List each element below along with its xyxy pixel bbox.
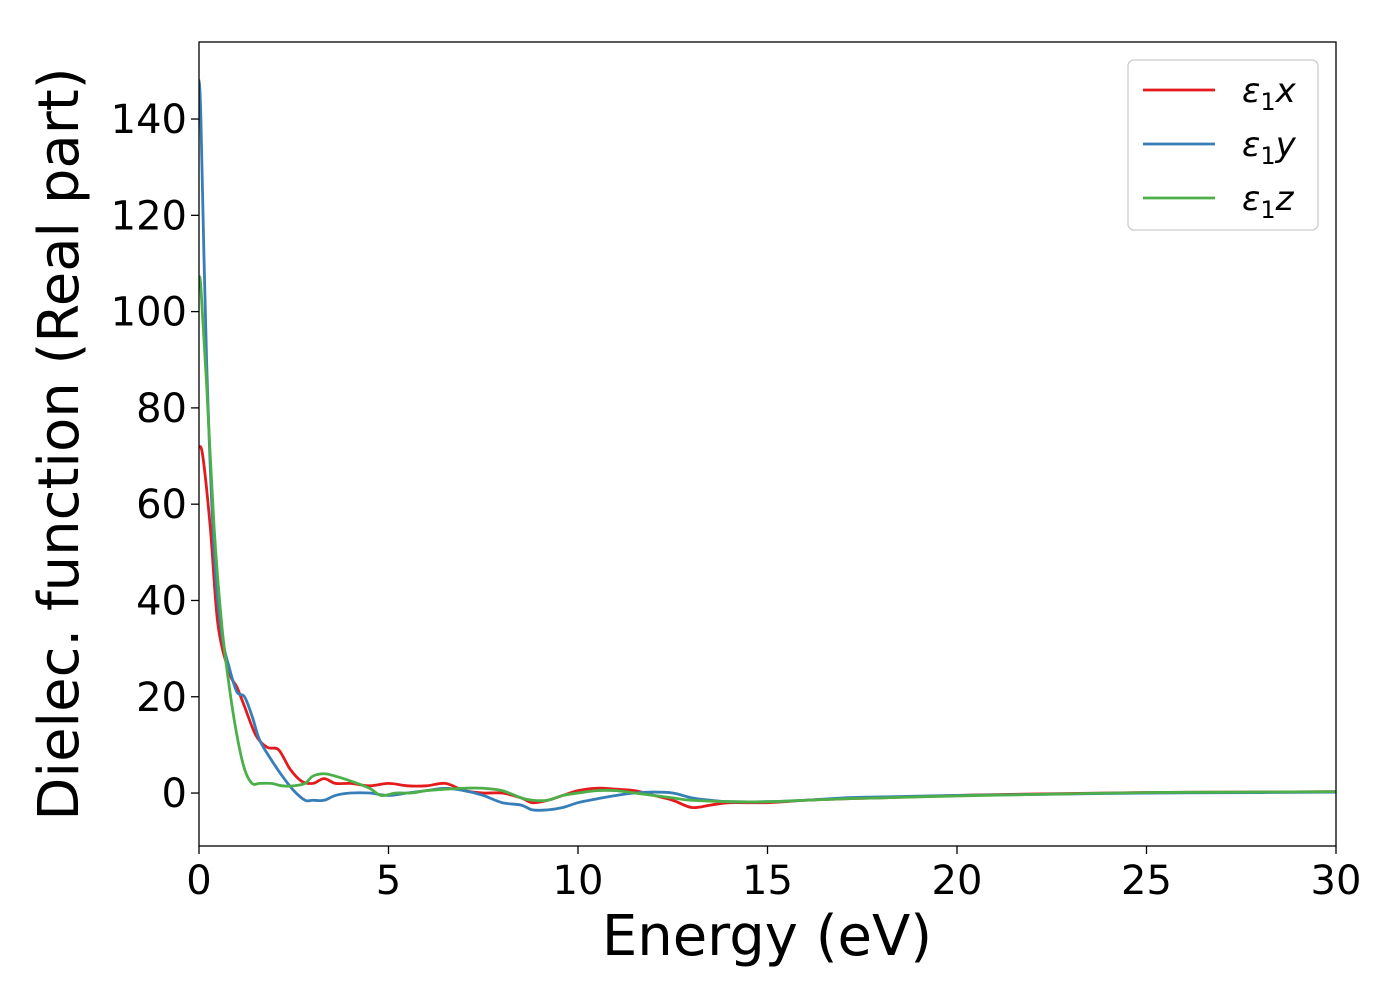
y-tick-label: 100 [111, 290, 187, 336]
y-tick-label: 0 [162, 771, 187, 817]
x-tick-label: 25 [1121, 858, 1172, 904]
x-tick-label: 5 [376, 858, 401, 904]
legend: ε1x ε1y ε1z [1127, 59, 1319, 231]
legend-label-z: ε1z [1242, 179, 1295, 224]
legend-frame [1127, 59, 1319, 231]
x-tick-label: 20 [932, 858, 983, 904]
x-axis: 0 5 10 15 20 25 30 [186, 846, 1361, 904]
series-layer [199, 79, 1336, 812]
x-axis-label: Energy (eV) [602, 904, 932, 969]
x-tick-label: 30 [1311, 858, 1362, 904]
legend-label-y: ε1y [1242, 125, 1297, 170]
x-tick-label: 15 [742, 858, 793, 904]
series-line-z [199, 275, 1336, 804]
x-tick-label: 10 [553, 858, 604, 904]
y-tick-label: 60 [136, 482, 187, 528]
y-tick-label: 140 [111, 97, 187, 143]
y-axis-label: Dielec. function (Real part) [27, 67, 92, 820]
legend-label-x: ε1x [1242, 71, 1297, 116]
y-tick-label: 40 [136, 578, 187, 624]
y-tick-label: 120 [111, 193, 187, 239]
y-tick-label: 20 [136, 675, 187, 721]
x-tick-label: 0 [186, 858, 211, 904]
y-tick-label: 80 [136, 386, 187, 432]
y-axis: 0 20 40 60 80 100 120 140 [111, 97, 199, 817]
